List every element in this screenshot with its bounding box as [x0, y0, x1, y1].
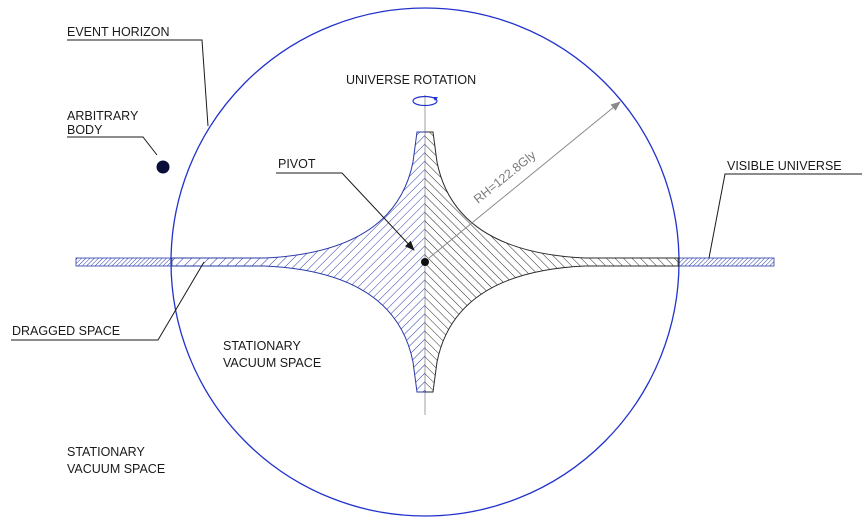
arbitrary-body — [156, 160, 170, 174]
arbitrary-body-leader — [67, 136, 158, 156]
event-horizon-leader — [67, 39, 209, 127]
visible-universe-leader — [708, 173, 862, 259]
dragged-space-left-half — [170, 131, 425, 393]
radius-dimension-line — [428, 101, 621, 259]
visible-universe-strip-right — [677, 257, 775, 267]
stationary-outer-label-line1: STATIONARY — [67, 445, 145, 459]
visible-universe-label: VISIBLE UNIVERSE — [727, 159, 842, 173]
event-horizon-label: EVENT HORIZON — [67, 25, 170, 39]
pivot-leader — [276, 172, 415, 251]
pivot-point — [421, 258, 429, 266]
rotation-arrow-icon — [412, 95, 438, 107]
arbitrary-body-label-line1: ARBITRARY — [67, 109, 139, 123]
stationary-outer-label-line2: VACUUM SPACE — [67, 462, 165, 476]
dragged-space-label: DRAGGED SPACE — [12, 324, 120, 338]
universe-rotation-label: UNIVERSE ROTATION — [346, 73, 476, 87]
dragged-space-right-half — [425, 131, 680, 393]
stationary-inner-label-line2: VACUUM SPACE — [223, 356, 321, 370]
stationary-inner-label-line1: STATIONARY — [223, 339, 301, 353]
visible-universe-strip-left — [75, 257, 173, 267]
pivot-label: PIVOT — [278, 157, 316, 171]
dragged-space-leader — [11, 261, 205, 341]
arbitrary-body-label-line2: BODY — [67, 123, 103, 137]
